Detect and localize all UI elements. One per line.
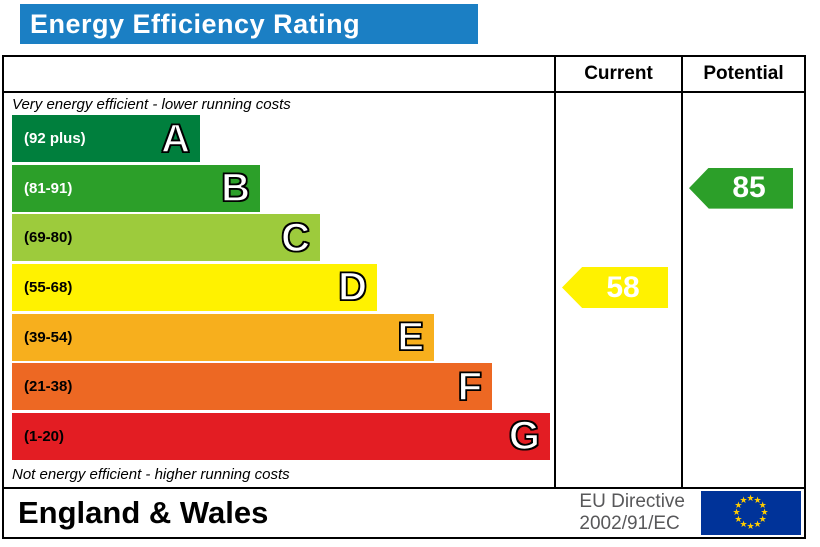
page-title: Energy Efficiency Rating [30,8,361,39]
potential-rating-value: 85 [732,171,766,205]
current-rating-arrow: 58 [562,267,668,308]
band-letter: E [397,315,425,360]
column-header-current: Current [554,57,681,93]
region-label: England & Wales [18,495,269,530]
eu-star-icon: ★ [753,519,762,530]
band-letter: C [280,215,310,260]
band-letter: G [508,414,541,459]
rating-band-row: (92 plus) A [12,115,200,162]
eu-star-icon: ★ [758,500,767,510]
eu-star-icon: ★ [753,494,762,505]
band-range-label: (1-20) [24,427,65,445]
footer: England & Wales EU Directive 2002/91/EC … [4,487,804,537]
eu-star-icon: ★ [734,514,743,524]
rating-band-row: (81-91) B [12,164,260,212]
band-letter: D [337,265,367,310]
rating-band-row: (55-68) D [12,263,377,311]
eu-star-icon: ★ [732,507,741,517]
rating-band-row: (21-38) F [12,363,492,411]
band-letter: B [220,166,250,211]
eu-star-icon: ★ [739,494,748,505]
eu-star-icon: ★ [760,507,769,517]
band-range-label: (21-38) [24,378,73,396]
potential-rating-arrow: 85 [689,167,793,209]
eu-directive-label: EU Directive 2002/91/EC [579,491,685,535]
eu-star-icon: ★ [739,519,748,530]
band-range-label: (39-54) [24,328,73,346]
column-header-potential: Potential [681,57,804,93]
bands-chart-area: Very energy efficient - lower running co… [4,93,554,487]
header-corner-cell [4,57,554,93]
band-range-label: (81-91) [24,179,73,197]
band-letter: F [457,364,483,409]
title-bar: Energy Efficiency Rating [20,4,478,44]
eu-star-icon: ★ [746,493,755,503]
rating-table: Current Potential Very energy efficient … [2,55,806,539]
rating-band-row: (39-54) E [12,313,434,361]
rating-band-row: (69-80) C [12,214,320,262]
eu-star-icon: ★ [746,521,755,531]
rating-band-row: (1-20) G [12,412,550,460]
bottom-note: Not energy efficient - higher running co… [12,465,290,483]
band-range-label: (69-80) [24,229,73,247]
band-range-label: (92 plus) [24,130,86,147]
top-note: Very energy efficient - lower running co… [12,95,291,113]
current-column: 58 [554,93,681,487]
eu-directive-line1: EU Directive [579,491,685,513]
band-letter: A [160,116,190,161]
eu-star-icon: ★ [734,500,743,510]
eu-flag: ★ ★ ★ ★ ★ ★ ★ ★ ★ ★ ★ ★ [701,491,801,535]
eu-directive-line2: 2002/91/EC [579,513,680,534]
current-rating-value: 58 [606,270,640,304]
potential-column: 85 [681,93,804,487]
rating-bands: (92 plus) A (81-91) B (69-80) C (55-68) … [12,115,554,460]
eu-star-icon: ★ [758,514,767,524]
band-range-label: (55-68) [24,278,73,296]
